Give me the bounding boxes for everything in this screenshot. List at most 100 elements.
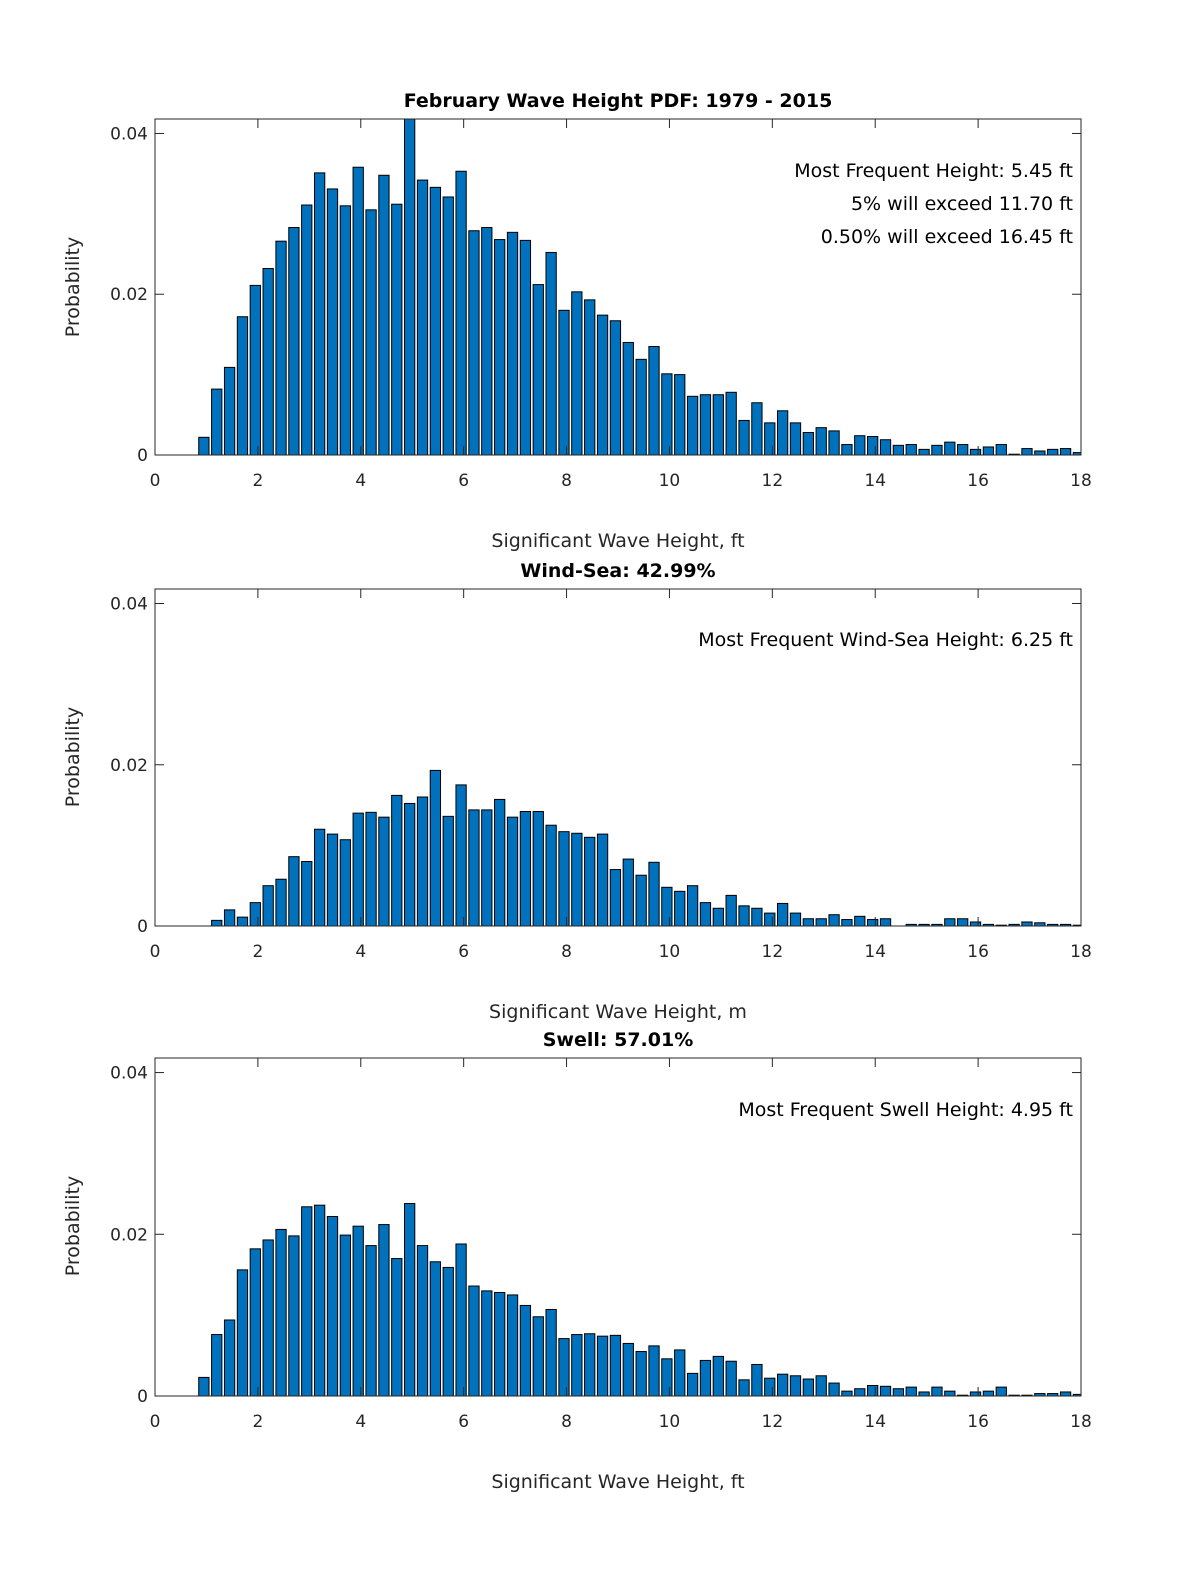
bar bbox=[365, 1245, 377, 1396]
chart-title: Wind-Sea: 42.99% bbox=[520, 560, 715, 582]
bar bbox=[622, 1342, 634, 1396]
bar bbox=[339, 205, 351, 455]
x-tick-label: 18 bbox=[1070, 942, 1092, 962]
bar bbox=[352, 1225, 364, 1396]
bar bbox=[635, 1351, 647, 1396]
bar bbox=[828, 430, 840, 455]
bar bbox=[455, 170, 467, 455]
bar bbox=[982, 446, 995, 455]
bar bbox=[326, 1215, 339, 1396]
bar-series bbox=[198, 119, 1081, 455]
x-tick-label: 0 bbox=[150, 942, 161, 962]
bar bbox=[571, 832, 583, 926]
bar bbox=[249, 902, 261, 926]
bar bbox=[596, 833, 609, 926]
axes-frame bbox=[154, 588, 1082, 927]
bar bbox=[944, 918, 956, 926]
bar bbox=[584, 1333, 596, 1396]
bar bbox=[339, 1234, 351, 1396]
bar bbox=[1034, 922, 1046, 926]
bar bbox=[455, 1243, 467, 1396]
bar bbox=[571, 291, 583, 455]
y-tick-label: 0 bbox=[137, 917, 148, 937]
bar bbox=[622, 858, 634, 926]
x-tick-label: 18 bbox=[1070, 471, 1092, 491]
bar bbox=[969, 448, 982, 455]
bar bbox=[223, 909, 236, 926]
axes-frame bbox=[154, 1057, 1082, 1397]
x-tick-label: 8 bbox=[561, 471, 572, 491]
x-tick-label: 14 bbox=[864, 942, 886, 962]
bar bbox=[326, 188, 339, 455]
bar bbox=[995, 444, 1007, 455]
bar bbox=[609, 320, 622, 455]
bar bbox=[982, 923, 995, 926]
bar bbox=[854, 915, 866, 926]
x-tick-label: 8 bbox=[561, 1412, 572, 1432]
bar bbox=[931, 1386, 943, 1396]
bar bbox=[905, 1386, 917, 1396]
bar bbox=[815, 918, 827, 926]
bar bbox=[712, 394, 724, 455]
bar bbox=[854, 435, 866, 455]
bar bbox=[391, 203, 403, 455]
bar bbox=[931, 444, 943, 455]
bar bbox=[211, 388, 223, 455]
bar bbox=[764, 912, 776, 926]
bar bbox=[674, 890, 686, 926]
bar bbox=[481, 1290, 493, 1396]
x-tick-label: 12 bbox=[762, 1412, 784, 1432]
x-tick-label: 10 bbox=[659, 471, 681, 491]
panel-swell: Swell: 57.01% Probability Significant Wa… bbox=[62, 1029, 1092, 1493]
y-tick-label: 0.04 bbox=[110, 595, 148, 615]
bar bbox=[712, 1355, 724, 1396]
bar bbox=[931, 923, 943, 926]
bar bbox=[674, 374, 686, 455]
bar bbox=[1059, 448, 1072, 455]
bar bbox=[815, 1375, 827, 1396]
bar bbox=[725, 1360, 737, 1396]
bar bbox=[1059, 1391, 1072, 1396]
bar bbox=[301, 1206, 313, 1396]
bar bbox=[635, 358, 647, 455]
bar bbox=[918, 923, 930, 926]
annotation-0-5pct-exceed: 0.50% will exceed 16.45 ft bbox=[821, 226, 1073, 248]
bar bbox=[468, 809, 480, 926]
annotation-most-frequent: Most Frequent Height: 5.45 ft bbox=[794, 160, 1073, 182]
bar bbox=[879, 918, 892, 926]
bar bbox=[301, 861, 313, 926]
bar bbox=[789, 422, 802, 455]
bar bbox=[609, 1334, 622, 1396]
bar bbox=[918, 1391, 930, 1396]
bar bbox=[519, 1304, 532, 1396]
bar bbox=[789, 1375, 802, 1396]
bar bbox=[764, 422, 776, 455]
bar bbox=[532, 1316, 544, 1396]
bar bbox=[944, 441, 956, 455]
bar bbox=[545, 824, 557, 926]
x-tick-label: 0 bbox=[150, 471, 161, 491]
bar bbox=[455, 784, 467, 926]
bar bbox=[751, 907, 763, 926]
bar bbox=[494, 239, 506, 455]
bar bbox=[828, 914, 840, 926]
bar bbox=[892, 1388, 905, 1396]
bar bbox=[1047, 923, 1059, 926]
bar bbox=[1034, 450, 1046, 455]
bar bbox=[249, 1248, 261, 1396]
bar bbox=[313, 172, 326, 455]
bar bbox=[391, 1258, 403, 1396]
x-tick-label: 14 bbox=[864, 1412, 886, 1432]
bar-series bbox=[198, 1203, 1081, 1396]
x-tick-label: 16 bbox=[967, 471, 989, 491]
bar bbox=[789, 912, 802, 926]
x-tick-label: 4 bbox=[355, 1412, 366, 1432]
bar bbox=[506, 1294, 519, 1396]
bar bbox=[378, 816, 390, 926]
bar bbox=[288, 856, 300, 926]
bar bbox=[481, 227, 493, 455]
x-tick-label: 0 bbox=[150, 1412, 161, 1432]
y-tick-label: 0.04 bbox=[110, 124, 148, 144]
x-tick-label: 6 bbox=[458, 471, 469, 491]
